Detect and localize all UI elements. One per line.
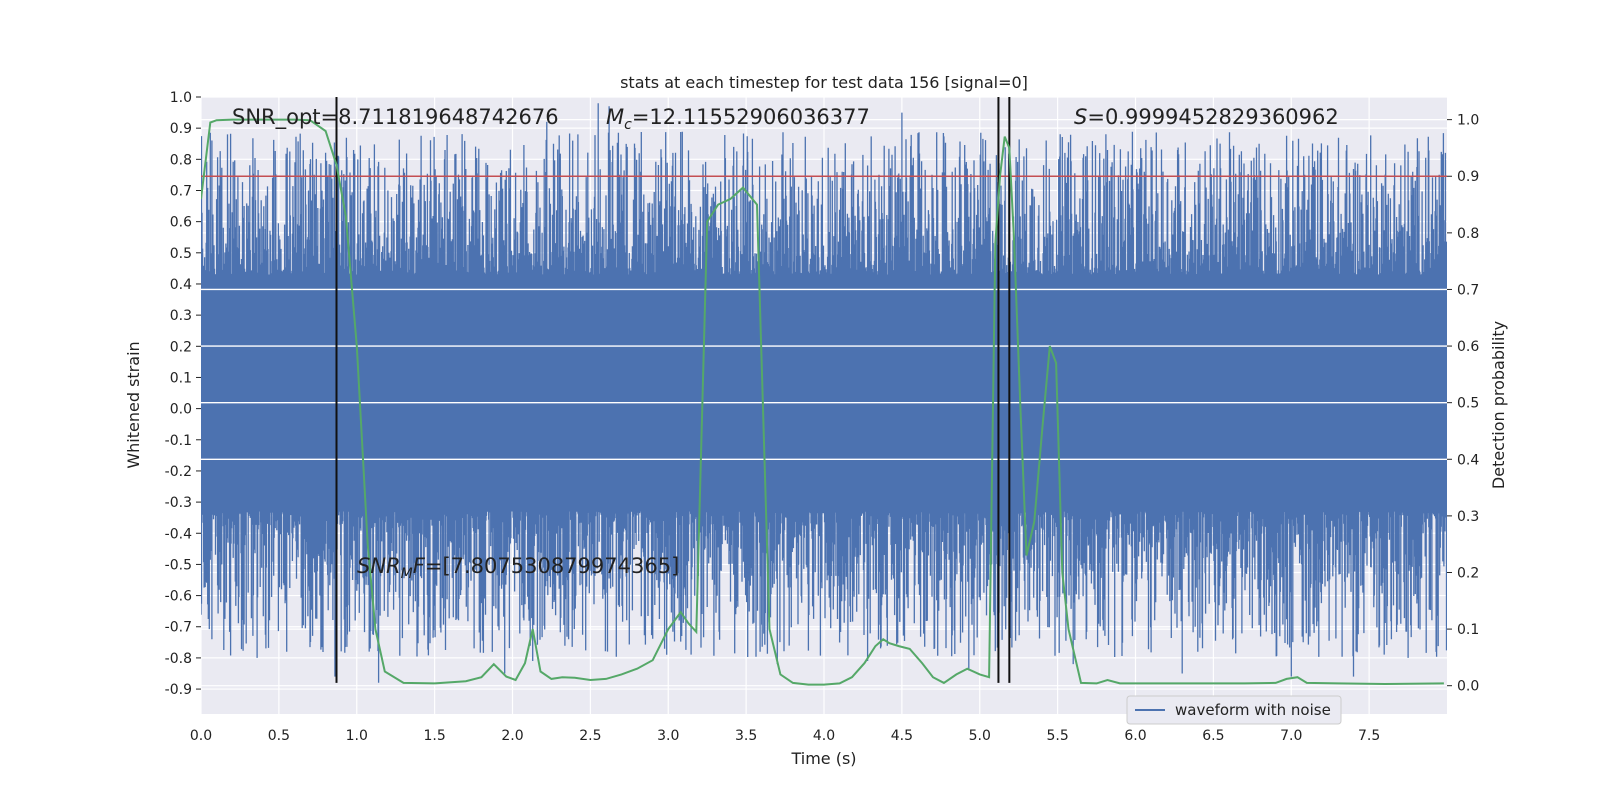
y-axis-label: Whitened strain <box>124 341 143 468</box>
tick-labels: 0.0 0.5 1.0 1.5 2.0 2.5 3.0 3.5 4.0 4.5 5.0 5.5 6.0 6… <box>165 90 1480 744</box>
y-right-tick-label: 0.4 <box>1457 452 1479 468</box>
y-tick-label: -0.1 <box>165 433 192 449</box>
y-right-tick-label: 1.0 <box>1457 113 1479 129</box>
y-right-tick-label: 0.2 <box>1457 565 1479 581</box>
y-tick-label: -0.2 <box>165 464 192 480</box>
y-tick-label: 0.4 <box>170 277 192 293</box>
legend-box <box>1126 695 1342 725</box>
annotation-s: S=0.9999452829360962 <box>1074 105 1339 129</box>
y-axis-right-label: Detection probability <box>1489 321 1508 489</box>
legend-label: waveform with noise <box>1175 701 1331 719</box>
annotation-snr-opt: SNR_opt=8.711819648742676 <box>232 105 559 130</box>
x-tick-label: 6.0 <box>1124 728 1146 744</box>
annotation-chirp-mass: Mc=12.11552906036377 <box>606 105 870 133</box>
y-tick-label: -0.6 <box>165 589 192 605</box>
y-tick-label: -0.9 <box>165 682 192 698</box>
x-tick-label: 4.0 <box>813 728 835 744</box>
detection-probability-series <box>201 118 1444 686</box>
chart-title: stats at each timestep for test data 156… <box>620 73 1028 92</box>
y-right-tick-label: 0.0 <box>1457 679 1479 695</box>
x-tick-label: 7.5 <box>1358 728 1380 744</box>
y-tick-label: 0.0 <box>170 402 192 418</box>
y-right-tick-label: 0.9 <box>1457 169 1479 185</box>
y-tick-label: 0.1 <box>170 370 192 386</box>
y-right-tick-label: 0.5 <box>1457 396 1479 412</box>
y-right-tick-label: 0.6 <box>1457 339 1479 355</box>
y-tick-label: 0.5 <box>170 246 192 262</box>
y-tick-label: 0.2 <box>170 339 192 355</box>
x-axis-label: Time (s) <box>790 749 856 768</box>
y-tick-label: 0.7 <box>170 183 192 199</box>
x-tick-label: 4.5 <box>891 728 913 744</box>
x-tick-label: 2.0 <box>501 728 523 744</box>
x-tick-label: 2.5 <box>579 728 601 744</box>
y-right-tick-label: 0.8 <box>1457 226 1479 242</box>
y-tick-label: 0.6 <box>170 215 192 231</box>
legend: waveform with noise <box>1126 695 1342 725</box>
x-tick-label: 3.0 <box>657 728 679 744</box>
y-tick-label: -0.5 <box>165 557 192 573</box>
annotation-snr-mf: SNRMF=[7.807530879974365] <box>357 554 679 582</box>
detection-probability-line <box>201 118 1444 686</box>
y-tick-label: 1.0 <box>170 90 192 106</box>
x-tick-label: 1.5 <box>423 728 445 744</box>
x-tick-label: 0.5 <box>268 728 290 744</box>
x-tick-label: 5.0 <box>969 728 991 744</box>
y-tick-label: 0.9 <box>170 121 192 137</box>
y-tick-label: -0.7 <box>165 620 192 636</box>
y-right-tick-label: 0.1 <box>1457 622 1479 638</box>
x-tick-label: 5.5 <box>1046 728 1068 744</box>
x-tick-label: 3.5 <box>735 728 757 744</box>
y-right-tick-label: 0.3 <box>1457 509 1479 525</box>
y-tick-label: -0.3 <box>165 495 192 511</box>
x-tick-label: 0.0 <box>190 728 212 744</box>
waveform-series <box>201 103 1447 683</box>
y-tick-label: -0.4 <box>165 526 192 542</box>
y-right-tick-label: 0.7 <box>1457 282 1479 298</box>
x-tick-label: 1.0 <box>346 728 368 744</box>
waveform-band <box>201 274 1447 512</box>
y-tick-label: -0.8 <box>165 651 192 667</box>
y-tick-label: 0.3 <box>170 308 192 324</box>
y-tick-label: 0.8 <box>170 152 192 168</box>
x-tick-label: 6.5 <box>1202 728 1224 744</box>
x-tick-label: 7.0 <box>1280 728 1302 744</box>
